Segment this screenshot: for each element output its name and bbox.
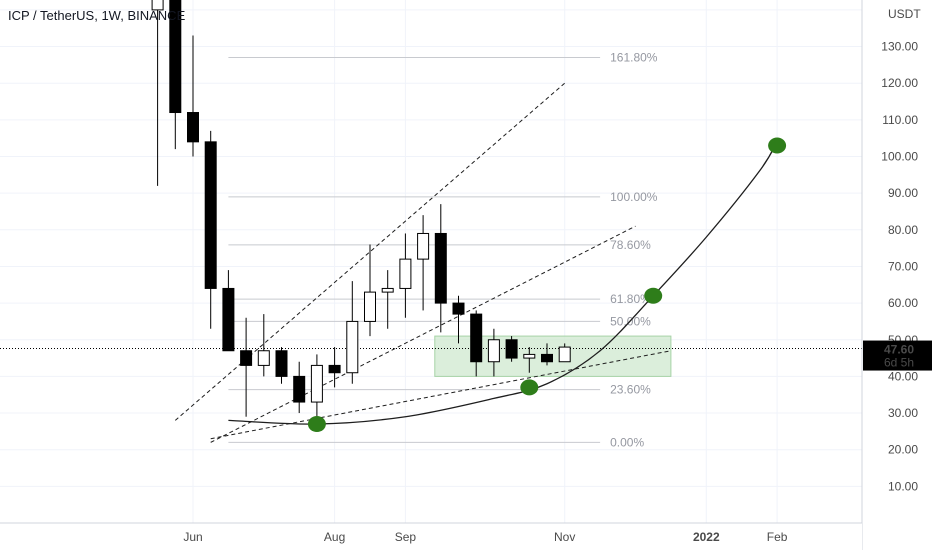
candle-body bbox=[328, 364, 341, 374]
curve-marker bbox=[768, 137, 787, 154]
candle bbox=[470, 310, 483, 377]
candle-body bbox=[310, 364, 323, 403]
candle bbox=[293, 361, 306, 414]
y-tick-label: 120.00 bbox=[881, 76, 918, 90]
time-axis-panel bbox=[0, 523, 862, 550]
y-tick-label: 20.00 bbox=[888, 443, 918, 457]
y-tick-label: 30.00 bbox=[888, 406, 918, 420]
candle bbox=[434, 204, 447, 333]
candle bbox=[169, 0, 182, 150]
fib-level-label: 161.80% bbox=[610, 51, 658, 65]
last-price-countdown: 6d 5h bbox=[884, 356, 914, 370]
candle-body bbox=[293, 375, 306, 403]
trendline bbox=[210, 225, 636, 443]
curve-marker bbox=[520, 379, 539, 396]
candle bbox=[381, 270, 394, 329]
candle bbox=[487, 328, 500, 377]
candle-body bbox=[505, 339, 518, 359]
candle bbox=[187, 35, 199, 157]
candle-body bbox=[487, 339, 500, 363]
candle-body bbox=[257, 350, 270, 366]
fib-level-label: 23.60% bbox=[610, 383, 651, 397]
x-tick-label: Aug bbox=[324, 530, 345, 544]
candle bbox=[541, 343, 553, 366]
candle-body bbox=[452, 302, 465, 315]
candle-body bbox=[417, 232, 430, 260]
y-tick-label: 110.00 bbox=[882, 113, 918, 127]
fib-level-label: 61.80% bbox=[610, 292, 651, 306]
candle-body bbox=[541, 353, 553, 363]
candle bbox=[204, 130, 217, 329]
candle-body bbox=[169, 0, 182, 114]
candle bbox=[240, 317, 253, 417]
curve-marker bbox=[644, 287, 663, 304]
candle bbox=[346, 281, 359, 384]
candle bbox=[452, 295, 465, 344]
x-tick-label: Feb bbox=[767, 530, 788, 544]
candle bbox=[417, 215, 430, 311]
candle-body bbox=[204, 141, 217, 289]
x-tick-label: Sep bbox=[395, 530, 417, 544]
candle-body bbox=[381, 287, 394, 293]
candle bbox=[364, 244, 376, 337]
candle bbox=[151, 0, 164, 186]
candle-body bbox=[346, 320, 359, 374]
fib-level-label: 100.00% bbox=[610, 190, 658, 204]
candle-body bbox=[222, 287, 235, 352]
candle bbox=[328, 347, 341, 388]
candle bbox=[505, 336, 518, 362]
candle-body bbox=[275, 350, 288, 377]
y-tick-label: 100.00 bbox=[881, 150, 918, 164]
last-price-value: 47.60 bbox=[884, 343, 914, 357]
candle bbox=[523, 347, 536, 373]
candle-body bbox=[434, 232, 447, 304]
candle-body bbox=[523, 353, 536, 359]
candle bbox=[399, 233, 412, 318]
y-tick-label: 130.00 bbox=[881, 40, 918, 54]
y-tick-label: 90.00 bbox=[888, 186, 918, 200]
y-tick-label: 10.00 bbox=[888, 479, 918, 493]
y-tick-label: 70.00 bbox=[888, 259, 918, 273]
candle bbox=[310, 354, 323, 417]
y-tick-label: 60.00 bbox=[888, 296, 918, 310]
fib-level-label: 0.00% bbox=[610, 435, 644, 449]
candle-body bbox=[399, 258, 412, 289]
x-tick-label: Jun bbox=[183, 530, 202, 544]
candle-body bbox=[558, 346, 571, 363]
candle bbox=[257, 314, 270, 377]
fib-level-label: 78.60% bbox=[610, 238, 651, 252]
candle-body bbox=[240, 350, 253, 366]
x-tick-label: Nov bbox=[554, 530, 575, 544]
price-axis-panel bbox=[862, 0, 932, 550]
candle-body bbox=[151, 0, 164, 11]
y-tick-label: 80.00 bbox=[888, 223, 918, 237]
y-tick-label: 40.00 bbox=[888, 369, 918, 383]
candle-body bbox=[187, 112, 199, 143]
candle-body bbox=[470, 313, 483, 363]
candle bbox=[275, 347, 288, 384]
chart-title: ICP / TetherUS, 1W, BINANCE bbox=[8, 8, 186, 23]
candle bbox=[558, 343, 571, 363]
parabolic-curve bbox=[228, 141, 778, 425]
candle bbox=[222, 270, 235, 352]
currency-label: USDT bbox=[888, 7, 921, 21]
last-price-badge bbox=[863, 340, 932, 371]
candle-body bbox=[364, 291, 376, 322]
x-tick-label: 2022 bbox=[693, 530, 720, 544]
curve-marker bbox=[307, 416, 326, 433]
